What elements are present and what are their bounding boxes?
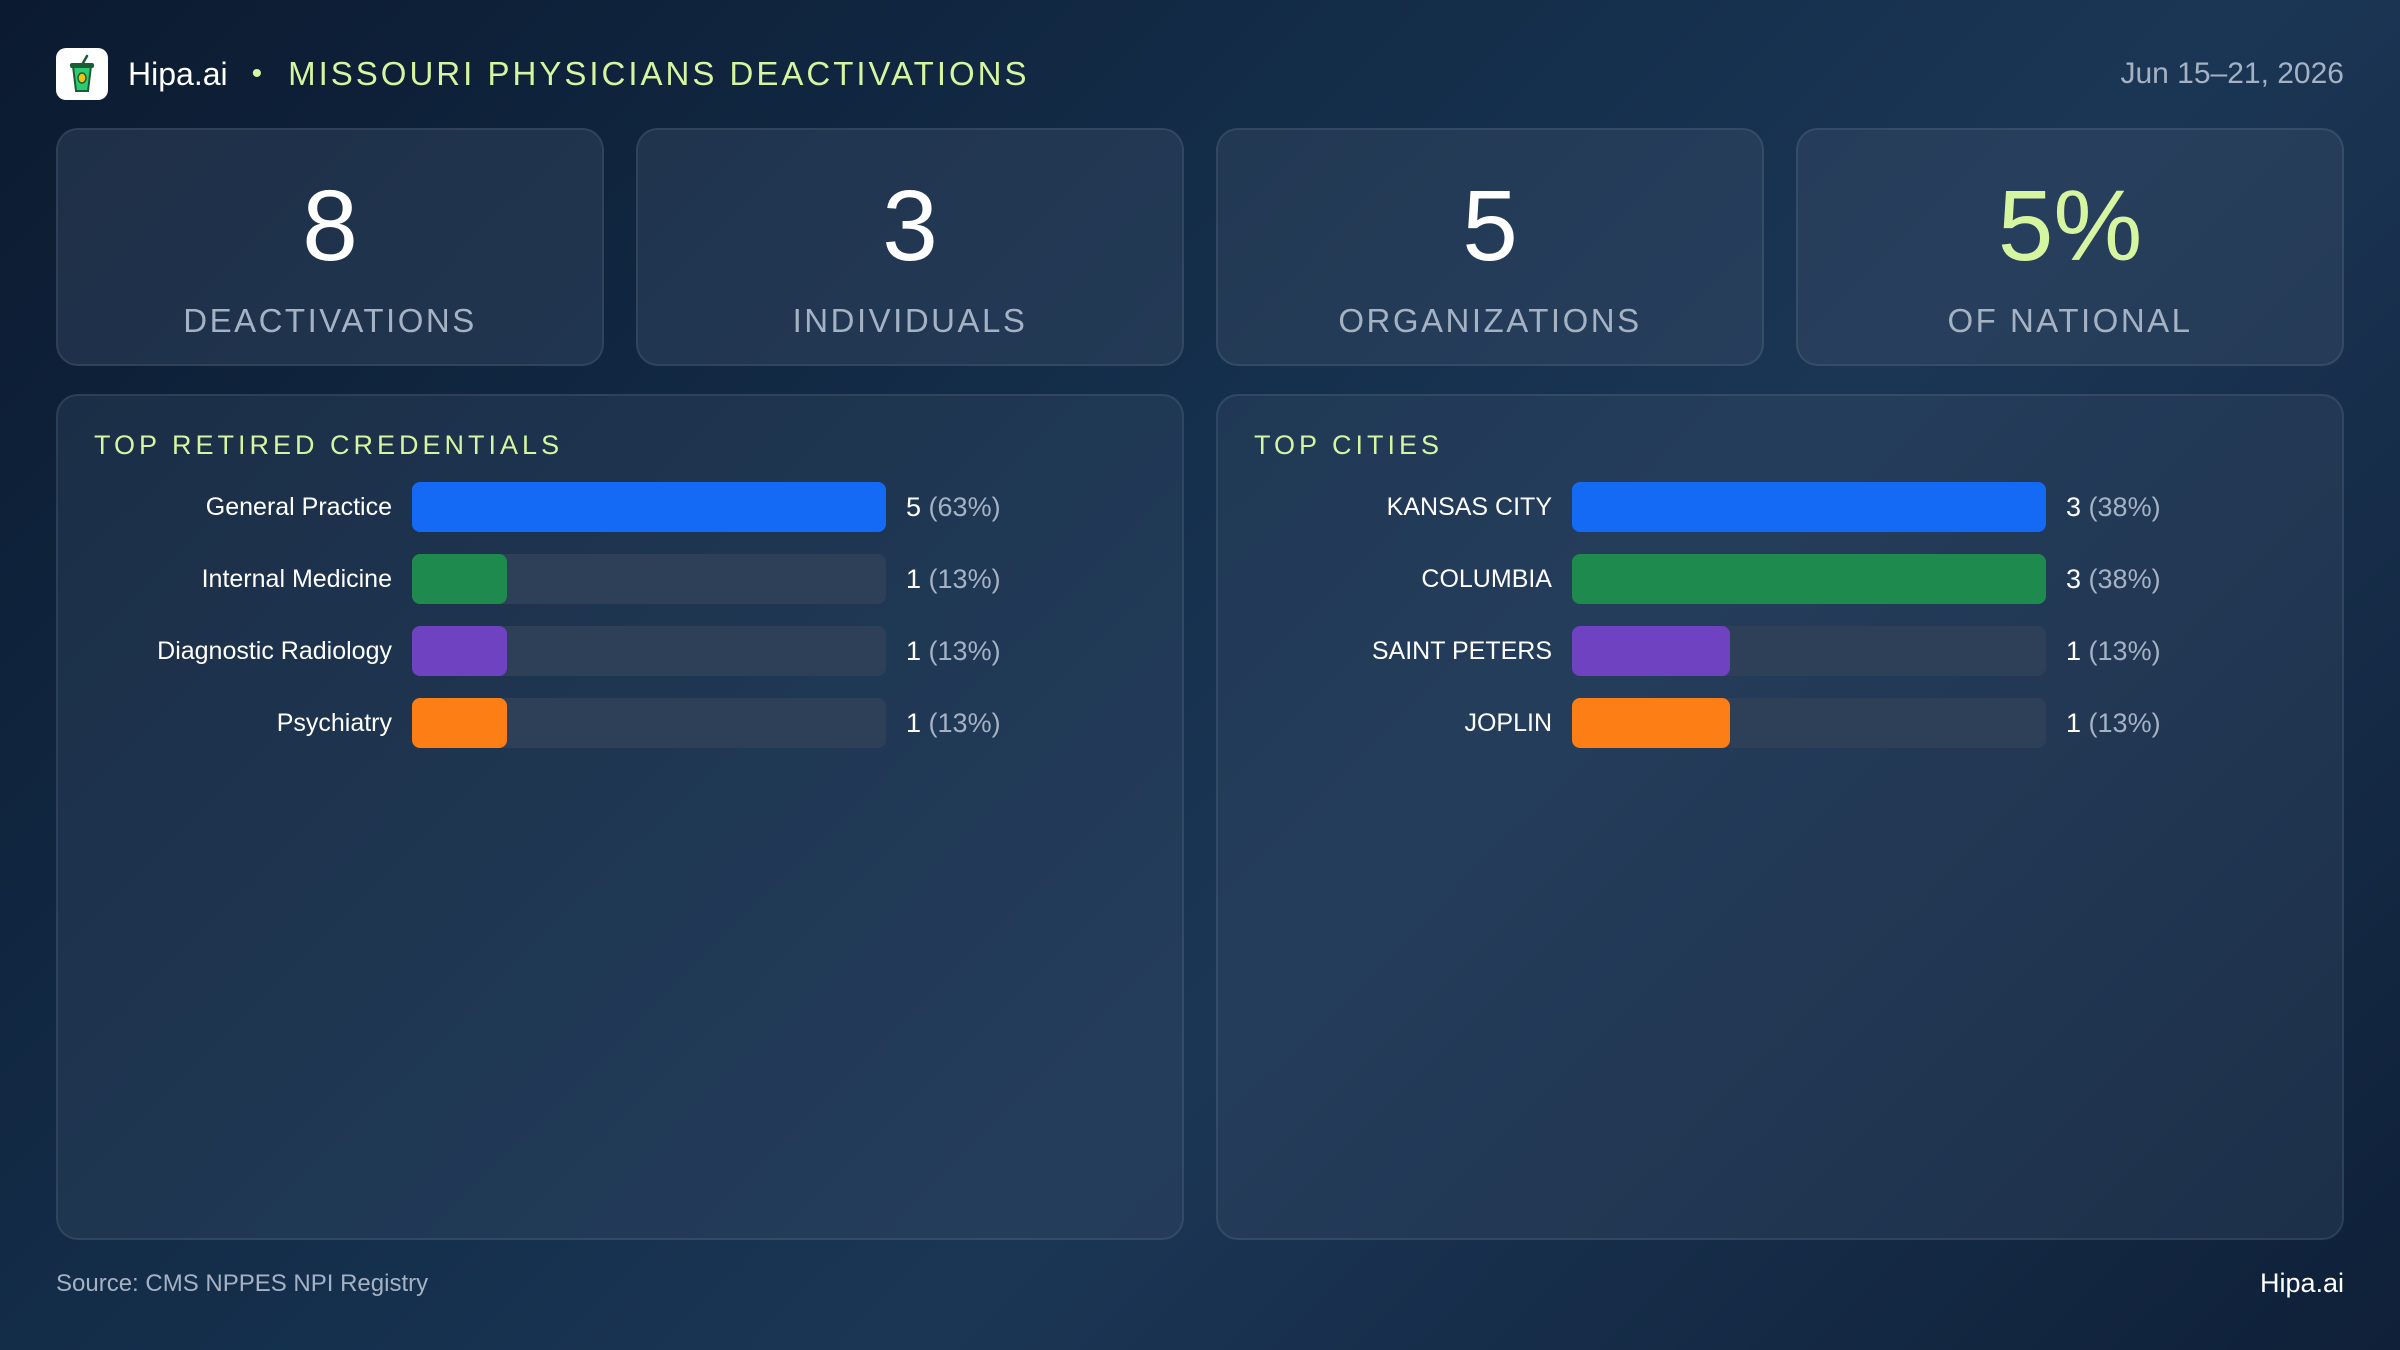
bar-value-label: 1 (13%) <box>906 554 1001 604</box>
logo <box>56 48 108 100</box>
bar <box>412 554 507 604</box>
bar-percent: (13%) <box>2088 708 2161 738</box>
kpi-label: ORGANIZATIONS <box>1338 302 1642 339</box>
panel-title: TOP CITIES <box>1254 430 1444 460</box>
bar <box>412 626 507 676</box>
kpi-value: 3 <box>882 170 938 282</box>
kpi-row: 8 DEACTIVATIONS 3 INDIVIDUALS 5 ORGANIZA… <box>56 128 2344 366</box>
panel-title: TOP RETIRED CREDENTIALS <box>94 430 564 460</box>
bar-percent: (13%) <box>2088 636 2161 666</box>
bar-percent: (13%) <box>928 564 1001 594</box>
kpi-value: 5 <box>1462 170 1518 282</box>
bar <box>412 482 886 532</box>
kpi-value: 8 <box>302 170 358 282</box>
bar-track <box>412 626 886 676</box>
date-range: Jun 15–21, 2026 <box>2120 57 2344 90</box>
bar-value-label: 1 (13%) <box>2066 626 2161 676</box>
bar-label: SAINT PETERS <box>1371 637 1552 665</box>
bar-track <box>412 482 886 532</box>
footer-brand: Hipa.ai <box>2259 1268 2344 1298</box>
bar <box>412 698 507 748</box>
bar-row: General Practice 5 (63%) <box>58 482 1182 532</box>
bar-label: Diagnostic Radiology <box>157 637 392 665</box>
bar-row: KANSAS CITY 3 (38%) <box>1218 482 2342 532</box>
bar-value: 1 <box>906 564 922 594</box>
bar-value-label: 1 (13%) <box>2066 698 2161 748</box>
kpi-of-national: 5% OF NATIONAL <box>1796 128 2344 366</box>
kpi-value: 5% <box>1997 170 2143 282</box>
credentials-panel: TOP RETIRED CREDENTIALS General Practice… <box>56 394 1184 1240</box>
bar-row: Psychiatry 1 (13%) <box>58 698 1182 748</box>
bar <box>1572 482 2046 532</box>
kpi-individuals: 3 INDIVIDUALS <box>636 128 1184 366</box>
bar-row: JOPLIN 1 (13%) <box>1218 698 2342 748</box>
bar-label: KANSAS CITY <box>1386 493 1552 521</box>
bar-value-label: 1 (13%) <box>906 626 1001 676</box>
bar-value-label: 3 (38%) <box>2066 482 2161 532</box>
bar-value: 3 <box>2066 492 2082 522</box>
kpi-deactivations: 8 DEACTIVATIONS <box>56 128 604 366</box>
bar-percent: (63%) <box>928 492 1001 522</box>
kpi-organizations: 5 ORGANIZATIONS <box>1216 128 1764 366</box>
drink-cup-icon <box>70 54 94 92</box>
page-title: MISSOURI PHYSICIANS DEACTIVATIONS <box>288 55 1030 92</box>
bar-percent: (38%) <box>2088 492 2161 522</box>
bar-value: 1 <box>906 636 922 666</box>
bar-value: 1 <box>906 708 922 738</box>
kpi-label: OF NATIONAL <box>1947 302 2193 339</box>
source-note: Source: CMS NPPES NPI Registry <box>56 1270 429 1297</box>
title-separator: • <box>251 57 263 90</box>
brand-name: Hipa.ai <box>128 55 228 92</box>
bar-label: Psychiatry <box>276 709 392 737</box>
bar-label: JOPLIN <box>1464 709 1552 737</box>
header: Hipa.ai • MISSOURI PHYSICIANS DEACTIVATI… <box>56 46 2344 102</box>
bar-row: COLUMBIA 3 (38%) <box>1218 554 2342 604</box>
bar-percent: (13%) <box>928 636 1001 666</box>
bar-row: Diagnostic Radiology 1 (13%) <box>58 626 1182 676</box>
bar-track <box>1572 698 2046 748</box>
bar <box>1572 626 1730 676</box>
bar-value: 1 <box>2066 636 2082 666</box>
bar-label: General Practice <box>205 493 392 521</box>
bar-label: Internal Medicine <box>201 565 392 593</box>
bar-percent: (13%) <box>928 708 1001 738</box>
bar-track <box>1572 554 2046 604</box>
bar-track <box>412 554 886 604</box>
kpi-label: DEACTIVATIONS <box>183 302 477 339</box>
bar-value: 5 <box>906 492 922 522</box>
bar-value-label: 3 (38%) <box>2066 554 2161 604</box>
bar-track <box>1572 482 2046 532</box>
bar-value: 1 <box>2066 708 2082 738</box>
bar <box>1572 698 1730 748</box>
bar-value: 3 <box>2066 564 2082 594</box>
kpi-label: INDIVIDUALS <box>792 302 1028 339</box>
bar-track <box>412 698 886 748</box>
bar-value-label: 1 (13%) <box>906 698 1001 748</box>
bar-label: COLUMBIA <box>1421 565 1552 593</box>
bar-track <box>1572 626 2046 676</box>
bar-row: Internal Medicine 1 (13%) <box>58 554 1182 604</box>
bar-value-label: 5 (63%) <box>906 482 1001 532</box>
bar <box>1572 554 2046 604</box>
bar-percent: (38%) <box>2088 564 2161 594</box>
cities-panel: TOP CITIES KANSAS CITY 3 (38%) COLUMBIA 3 (… <box>1216 394 2344 1240</box>
bar-row: SAINT PETERS 1 (13%) <box>1218 626 2342 676</box>
